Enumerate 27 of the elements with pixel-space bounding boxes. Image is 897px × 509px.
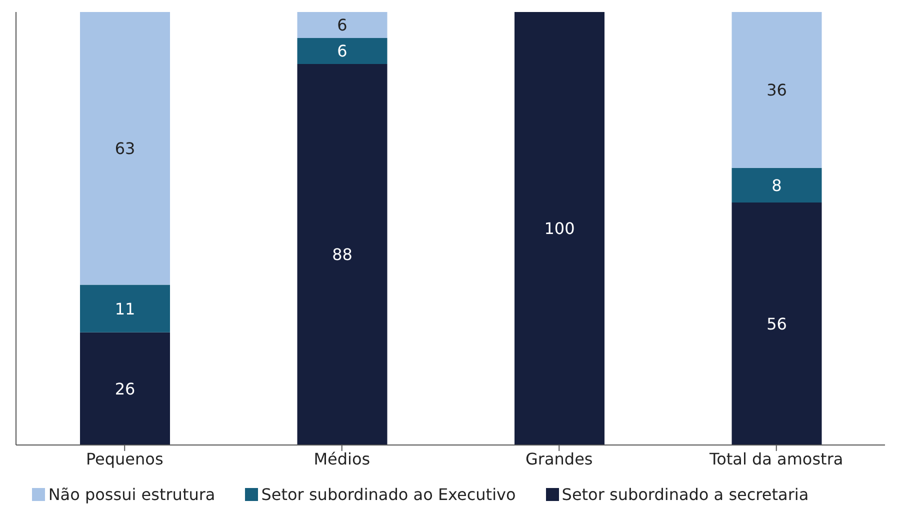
bar <box>732 12 822 168</box>
data-label: 88 <box>332 245 352 264</box>
x-tick-label: Grandes <box>525 449 593 468</box>
bar <box>80 332 170 445</box>
bar <box>732 168 822 203</box>
x-tick-label: Total da amostra <box>708 449 844 468</box>
data-label: 6 <box>337 16 348 35</box>
data-label: 6 <box>337 42 348 61</box>
x-tick-label: Pequenos <box>86 449 164 468</box>
bar <box>732 202 822 445</box>
legend-label: Setor subordinado ao Executivo <box>260 485 516 504</box>
bar <box>297 38 388 64</box>
bar <box>80 284 170 332</box>
data-label: 11 <box>114 299 136 318</box>
data-label: 8 <box>772 176 782 195</box>
legend-label: Não possui estrutura <box>47 485 216 504</box>
data-label: 63 <box>114 139 136 158</box>
data-label: 100 <box>544 219 575 238</box>
bar <box>297 64 388 445</box>
x-tick-label: Médios <box>314 449 370 468</box>
data-label: 26 <box>114 379 136 398</box>
legend-label: Setor subordinado a secretaria <box>560 485 809 504</box>
bar <box>80 12 170 285</box>
bar <box>514 12 604 445</box>
bar <box>297 12 388 38</box>
data-label: 36 <box>766 80 787 100</box>
data-label: 56 <box>766 314 787 334</box>
